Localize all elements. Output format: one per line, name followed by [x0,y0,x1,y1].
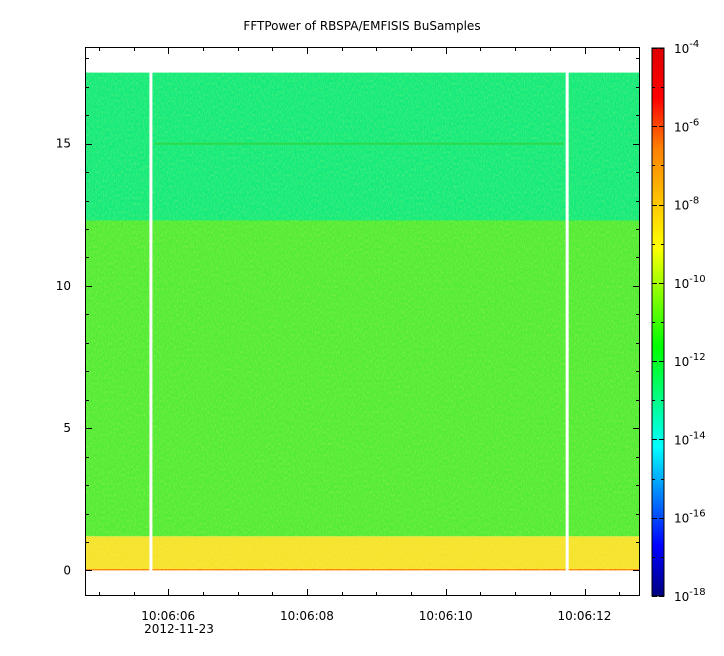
x-tick-label: 10:06:08 [280,609,334,623]
x-tick-label: 10:06:10 [419,609,473,623]
y-tick-label: 10 [56,279,71,293]
colorbar-tick-label: 10-18 [674,587,706,604]
colorbar-tick-label: 10-6 [674,117,699,134]
spectrogram-texture [85,72,640,571]
chart-title: FFTPower of RBSPA/EMFISIS BuSamples [243,19,480,33]
y-tick-label: 15 [56,137,71,151]
x-axis: 10:06:06 10:06:08 10:06:10 10:06:12 [99,47,620,623]
colorbar-tick-label: 10-10 [674,274,706,291]
data-gap-1 [565,71,569,572]
colorbar-tick-label: 10-8 [674,196,699,213]
colorbar-tick-label: 10-4 [674,39,699,56]
x-axis-date-label: 2012-11-23 [144,622,214,636]
y-tick-label: 0 [63,563,71,577]
colorbar-tick-label: 10-14 [674,430,706,447]
data-gap-0 [149,71,153,572]
plot-frame [85,47,640,596]
y-tick-label: 5 [63,421,71,435]
colorbar-tick-label: 10-12 [674,352,706,369]
colorbar-tick-label: 10-16 [674,509,706,526]
x-tick-label: 10:06:06 [141,609,195,623]
y-axis: 0 5 10 15 [56,58,640,577]
x-tick-label: 10:06:12 [558,609,612,623]
colorbar: 10-4 10-6 10-8 10-10 10-12 10-14 10-16 10-18 [651,39,706,604]
spectrogram-plot [85,47,640,596]
